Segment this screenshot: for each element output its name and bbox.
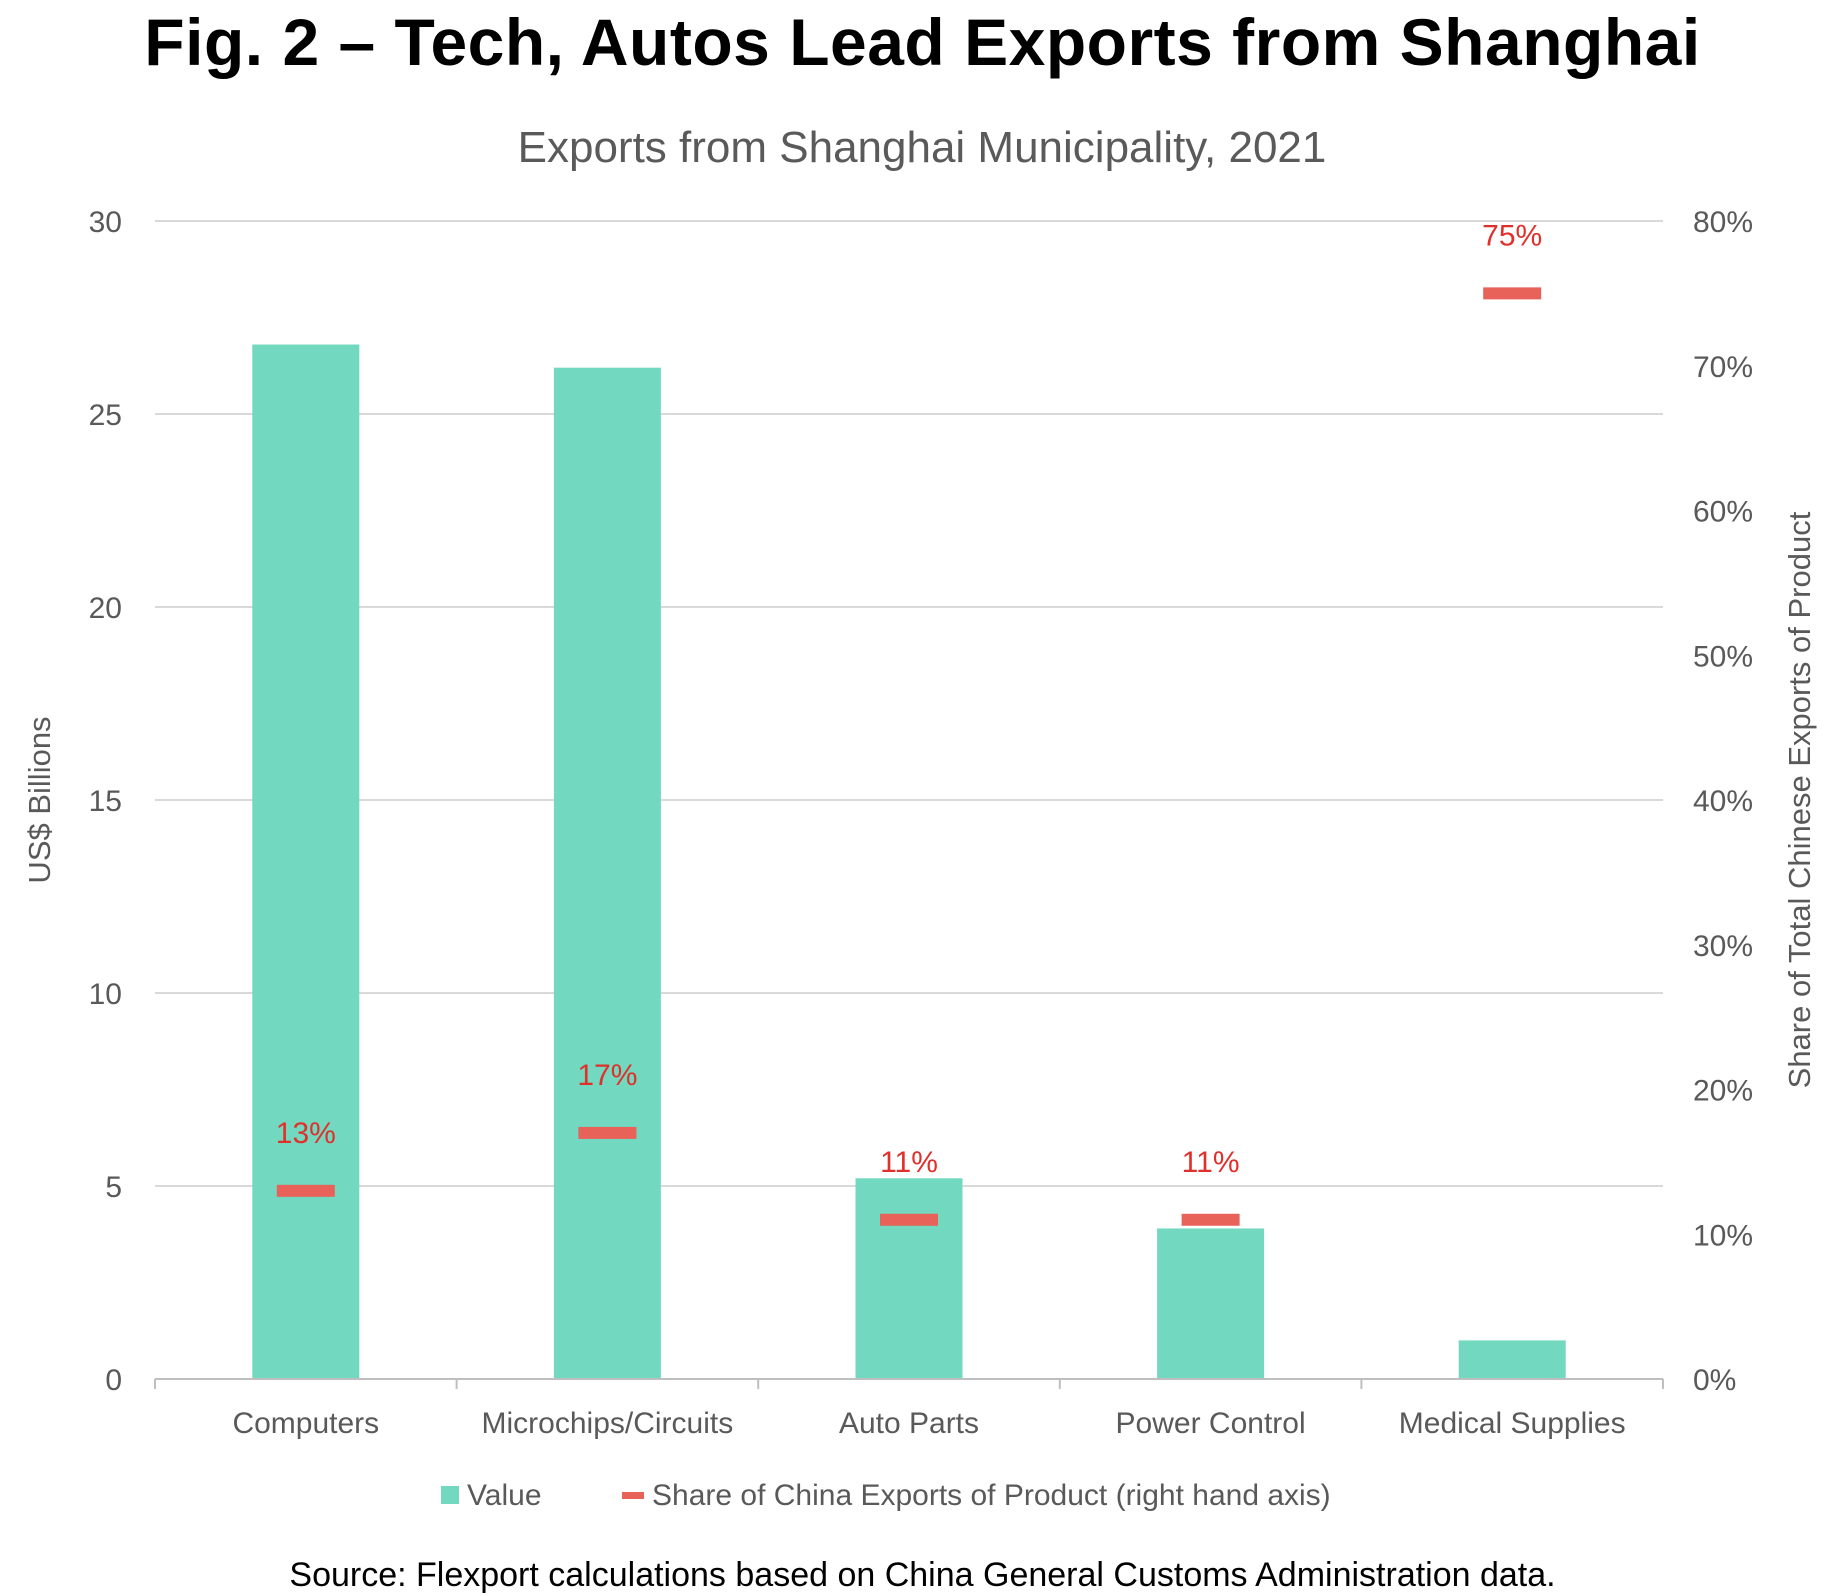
category-labels: Computers Microchips/Circuits Auto Parts Po… xyxy=(232,1407,1625,1440)
bar-computers xyxy=(252,344,360,1379)
right-tick-label: 50% xyxy=(1693,640,1753,673)
bars xyxy=(252,344,1566,1379)
share-marker xyxy=(1181,1213,1240,1226)
left-tick-label: 30 xyxy=(89,206,122,239)
legend-swatch-share xyxy=(622,1492,644,1499)
right-axis-ticks: 0% 10% 20% 30% 40% 50% 60% 70% 80% xyxy=(1693,206,1753,1397)
left-axis-ticks: 0 5 10 15 20 25 30 xyxy=(89,206,122,1397)
left-axis-title: US$ Billions xyxy=(22,716,57,883)
share-markers xyxy=(276,287,1542,1226)
left-tick-label: 25 xyxy=(89,399,122,432)
share-marker xyxy=(1483,287,1542,300)
category-label: Power Control xyxy=(1116,1407,1306,1440)
right-tick-label: 10% xyxy=(1693,1219,1753,1252)
category-label: Microchips/Circuits xyxy=(482,1407,734,1440)
category-label: Medical Supplies xyxy=(1399,1407,1626,1440)
share-marker xyxy=(880,1213,938,1226)
left-tick-label: 10 xyxy=(89,978,122,1011)
bar-auto-parts xyxy=(855,1178,963,1379)
chart-subtitle: Exports from Shanghai Municipality, 2021 xyxy=(518,123,1327,172)
bar-medical-supplies xyxy=(1458,1340,1566,1379)
share-data-label: 17% xyxy=(577,1059,637,1092)
legend: Value Share of China Exports of Product … xyxy=(441,1479,1331,1512)
source-note: Source: Flexport calculations based on C… xyxy=(289,1556,1556,1594)
category-label: Auto Parts xyxy=(839,1407,979,1440)
page-title: Fig. 2 – Tech, Autos Lead Exports from S… xyxy=(144,5,1701,79)
right-tick-label: 30% xyxy=(1693,930,1753,963)
share-data-label: 11% xyxy=(1182,1146,1240,1179)
legend-swatch-value xyxy=(441,1486,459,1504)
bar-power-control xyxy=(1157,1228,1265,1379)
category-label: Computers xyxy=(232,1407,379,1440)
share-marker xyxy=(578,1126,637,1139)
share-marker xyxy=(276,1184,335,1197)
right-tick-label: 20% xyxy=(1693,1075,1753,1108)
bar-microchips-circuits xyxy=(553,367,661,1379)
left-tick-label: 15 xyxy=(89,785,122,818)
right-tick-label: 70% xyxy=(1693,351,1753,384)
share-data-label: 75% xyxy=(1482,219,1542,252)
legend-label-value: Value xyxy=(467,1479,542,1512)
legend-label-share: Share of China Exports of Product (right… xyxy=(652,1479,1331,1512)
right-tick-label: 40% xyxy=(1693,785,1753,818)
right-tick-label: 80% xyxy=(1693,206,1753,239)
left-tick-label: 0 xyxy=(105,1364,122,1397)
right-tick-label: 0% xyxy=(1693,1364,1736,1397)
left-tick-label: 5 xyxy=(105,1171,122,1204)
right-axis-title: Share of Total Chinese Exports of Produc… xyxy=(1782,511,1817,1088)
x-axis xyxy=(154,1378,1664,1389)
share-data-labels: 13% 17% 11% 11% 75% xyxy=(276,219,1542,1178)
gridlines xyxy=(155,220,1663,1187)
right-tick-label: 60% xyxy=(1693,496,1753,529)
left-tick-label: 20 xyxy=(89,592,122,625)
share-data-label: 13% xyxy=(276,1117,336,1150)
share-data-label: 11% xyxy=(880,1146,938,1179)
